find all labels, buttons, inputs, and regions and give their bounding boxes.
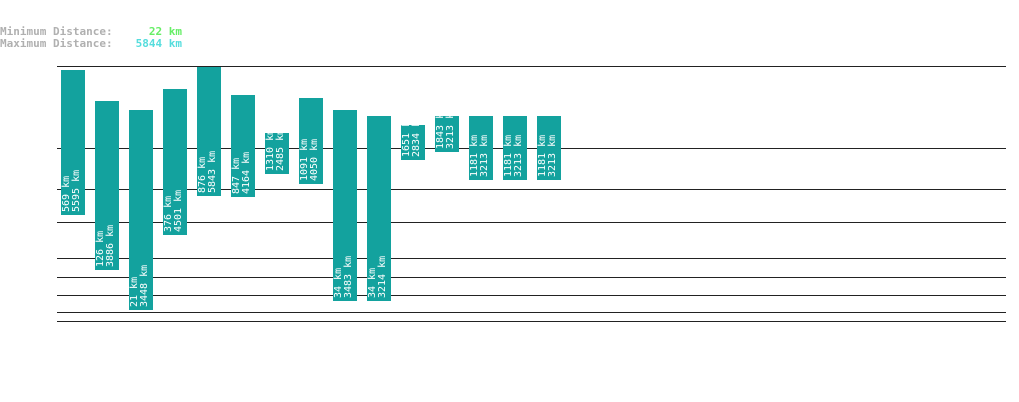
range-bar: 21 km 3448 km	[129, 110, 153, 310]
bar-min-label: 569 km	[61, 176, 72, 212]
bar	[197, 67, 221, 196]
bar	[265, 133, 289, 174]
bar-max-label: 3448 km	[139, 265, 150, 307]
min-value: 22 km	[149, 25, 182, 38]
range-bar: 126 km 3886 km	[95, 101, 119, 270]
bar-min-label: 876 km	[197, 157, 208, 193]
bar	[129, 110, 153, 310]
bar-max-label: 4164 km	[241, 152, 252, 194]
bar-max-label: 3213 km	[513, 135, 524, 177]
range-bar: 1651 km 2834 km	[401, 115, 425, 160]
bar-min-label: 376 km	[163, 196, 174, 232]
min-label: Minimum Distance:	[0, 25, 113, 38]
bar-min-label: 126 km	[95, 231, 106, 267]
max-value: 5844 km	[136, 37, 183, 50]
bar-max-label: 2485 km	[275, 129, 286, 171]
range-bar: 1181 km 3213 km	[503, 116, 527, 180]
range-bar: 569 km 5595 km	[61, 70, 85, 215]
bar-max-label: 4501 km	[173, 190, 184, 232]
bar-max-label: 4050 km	[309, 139, 320, 181]
bar	[367, 116, 391, 301]
bar	[333, 110, 357, 301]
range-bar: 376 km 4501 km	[163, 89, 187, 235]
bar-min-label: 847 km	[231, 158, 242, 194]
bar	[163, 89, 187, 235]
bar-min-label: 1843 km	[435, 107, 446, 149]
bar-max-label: 3213 km	[445, 107, 456, 149]
bar-min-label: 1181 km	[469, 135, 480, 177]
bar-max-label: 5843 km	[207, 151, 218, 193]
bar-min-label: 34 km	[367, 268, 378, 298]
bar	[299, 98, 323, 184]
bar	[537, 116, 561, 180]
bar-min-label: 1091 km	[299, 139, 310, 181]
range-bar: 1181 km 3213 km	[537, 116, 561, 180]
bar-max-label: 3483 km	[343, 256, 354, 298]
max-label: Maximum Distance:	[0, 37, 113, 50]
bar	[503, 116, 527, 180]
range-bar: 876 km 5843 km	[197, 67, 221, 196]
range-bar: 1843 km 3213 km	[435, 107, 459, 152]
bar-min-label: 21 km	[129, 277, 140, 307]
bar-min-label: 1310 km	[265, 129, 276, 171]
range-bar: 1310 km 2485 km	[265, 129, 289, 174]
bar-max-label: 2834 km	[411, 115, 422, 157]
bar	[401, 125, 425, 160]
range-bar: 1181 km 3213 km	[469, 116, 493, 180]
range-bar: 1091 km 4050 km	[299, 98, 323, 184]
bar-max-label: 3213 km	[479, 135, 490, 177]
range-bar: 847 km 4164 km	[231, 95, 255, 197]
bar-max-label: 5595 km	[71, 170, 82, 212]
bar	[95, 101, 119, 270]
bar-min-label: 1181 km	[503, 135, 514, 177]
bar	[435, 116, 459, 152]
bar	[231, 95, 255, 197]
bar-min-label: 1651 km	[401, 115, 412, 157]
bar-max-label: 3214 km	[377, 256, 388, 298]
bar-min-label: 34 km	[333, 268, 344, 298]
bar-max-label: 3213 km	[547, 135, 558, 177]
bar-max-label: 3886 km	[105, 225, 116, 267]
bar	[469, 116, 493, 180]
bar	[61, 70, 85, 215]
range-bar: 34 km 3483 km	[333, 110, 357, 301]
bar-min-label: 1181 km	[537, 135, 548, 177]
range-bar: 34 km 3214 km	[367, 116, 391, 301]
